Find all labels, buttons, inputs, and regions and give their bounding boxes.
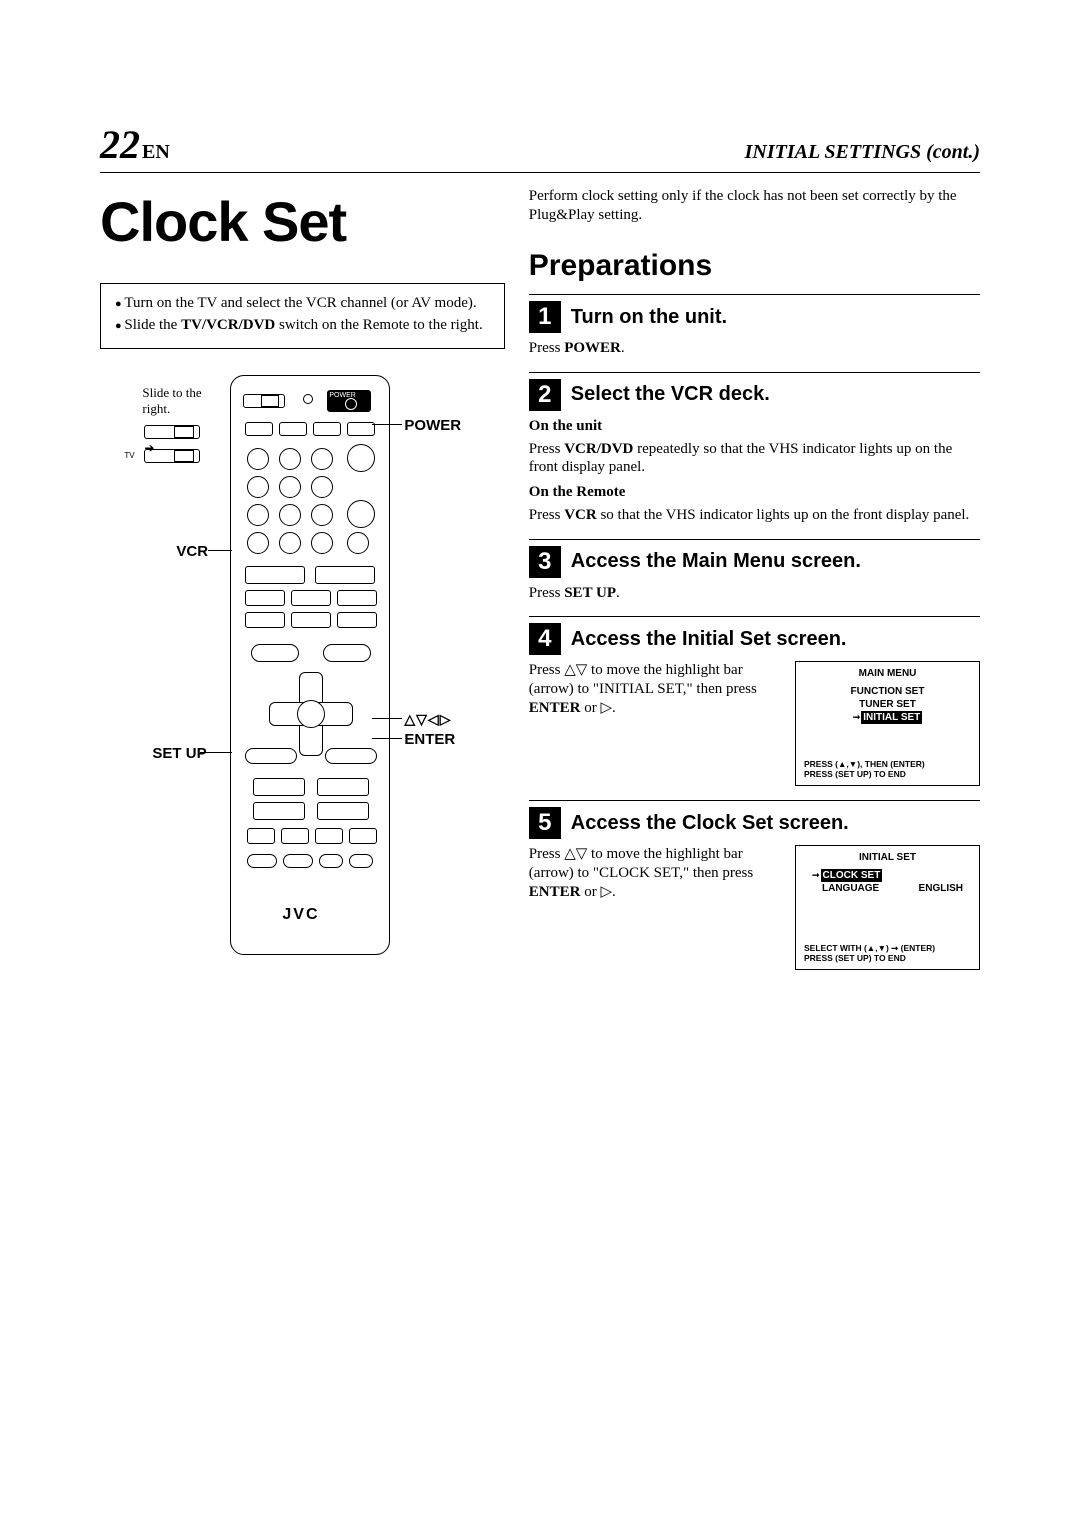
step-sublabel: On the unit — [529, 417, 980, 436]
switch-diagram: TV ➔ — [132, 425, 204, 467]
enter-callout: ENTER — [404, 731, 455, 750]
leader-line — [372, 718, 402, 719]
brand-label: JVC — [282, 905, 319, 925]
step-1: 1 Turn on the unit. Press POWER. — [529, 294, 980, 358]
leader-line — [372, 738, 402, 739]
osd-footer: PRESS (▲,▼), THEN (ENTER) PRESS (SET UP)… — [800, 759, 975, 779]
step-number: 2 — [529, 379, 561, 411]
slide-note: Slide to the right. — [142, 385, 232, 418]
power-callout: POWER — [404, 417, 461, 436]
step-2: 2 Select the VCR deck. On the unit Press… — [529, 372, 980, 525]
step-title: Turn on the unit. — [571, 305, 727, 330]
osd-items: FUNCTION SET TUNER SET INITIAL SET — [800, 685, 975, 724]
remote-diagram: Slide to the right. TV ➔ POWER — [122, 375, 482, 965]
tv-label: TV — [124, 451, 134, 461]
section-title: INITIAL SETTINGS (cont.) — [745, 140, 980, 165]
step-number: 3 — [529, 546, 561, 578]
page-header: 22EN INITIAL SETTINGS (cont.) — [100, 120, 980, 173]
remote-body: POWER — [230, 375, 390, 955]
step-number: 1 — [529, 301, 561, 333]
osd-initial-set: INITIAL SET CLOCK SET LANGUAGEENGLISH SE… — [795, 845, 980, 970]
arrows-callout: △▽◁▷ — [404, 711, 451, 729]
intro-text: Perform clock setting only if the clock … — [529, 187, 980, 225]
page-title: Clock Set — [100, 187, 505, 257]
notice-item: Slide the TV/VCR/DVD switch on the Remot… — [115, 316, 490, 335]
page-number: 22 — [100, 122, 140, 167]
step-title: Access the Initial Set screen. — [571, 627, 847, 652]
step-5: 5 Access the Clock Set screen. Press △▽ … — [529, 800, 980, 970]
left-column: Clock Set Turn on the TV and select the … — [100, 187, 505, 984]
arrow-icon: ➔ — [144, 441, 154, 456]
notice-box: Turn on the TV and select the VCR channe… — [100, 283, 505, 349]
leader-line — [200, 752, 232, 753]
step-3: 3 Access the Main Menu screen. Press SET… — [529, 539, 980, 603]
osd-footer: SELECT WITH (▲,▼) ➞ (ENTER) PRESS (SET U… — [800, 943, 975, 963]
step-number: 4 — [529, 623, 561, 655]
notice-item: Turn on the TV and select the VCR channe… — [115, 294, 490, 313]
step-title: Access the Main Menu screen. — [571, 549, 861, 574]
step-title: Access the Clock Set screen. — [571, 811, 849, 836]
leader-line — [208, 550, 232, 551]
osd-main-menu: MAIN MENU FUNCTION SET TUNER SET INITIAL… — [795, 661, 980, 786]
right-column: Perform clock setting only if the clock … — [529, 187, 980, 984]
step-4: 4 Access the Initial Set screen. Press △… — [529, 616, 980, 786]
leader-line — [372, 424, 402, 425]
page-number-block: 22EN — [100, 120, 170, 170]
step-sublabel: On the Remote — [529, 483, 980, 502]
step-number: 5 — [529, 807, 561, 839]
vcr-callout: VCR — [176, 543, 208, 562]
setup-callout: SET UP — [152, 745, 206, 764]
page-lang: EN — [142, 141, 170, 163]
step-title: Select the VCR deck. — [571, 382, 770, 407]
osd-title: INITIAL SET — [800, 852, 975, 865]
preparations-heading: Preparations — [529, 247, 980, 285]
osd-title: MAIN MENU — [800, 668, 975, 681]
